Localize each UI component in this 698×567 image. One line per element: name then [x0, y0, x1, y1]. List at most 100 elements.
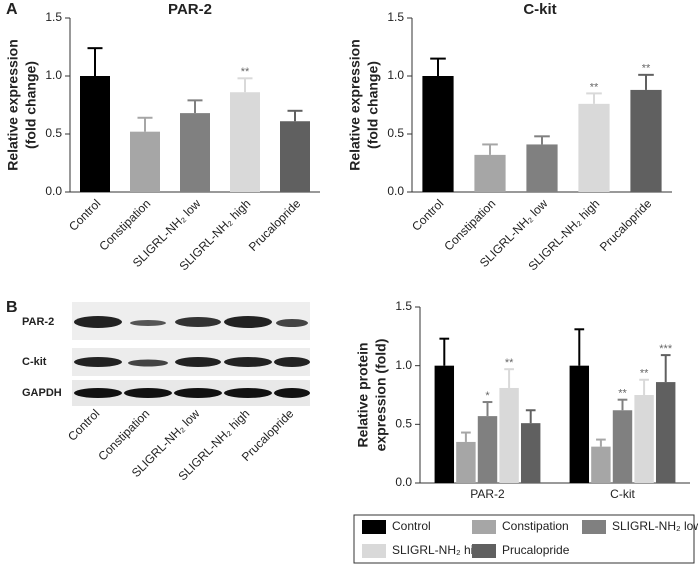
- error-bar: [482, 143, 498, 155]
- panel-label: A: [6, 1, 18, 18]
- band: [74, 316, 122, 328]
- bar: [578, 103, 610, 192]
- bar: [520, 423, 541, 483]
- y-axis-label: Relative protein: [355, 342, 371, 447]
- legend-swatch: [362, 544, 386, 558]
- chart-title: PAR-2: [168, 1, 212, 18]
- bar: [591, 446, 611, 483]
- band: [128, 359, 168, 367]
- band: [224, 388, 272, 398]
- bar: [230, 92, 260, 192]
- error-bar: [525, 409, 536, 424]
- blot-lane-label: Control: [65, 406, 102, 443]
- error-bar: [439, 337, 450, 366]
- legend-swatch: [362, 520, 386, 534]
- error-bar: [504, 368, 514, 388]
- y-tick-label: 1.5: [395, 299, 412, 313]
- x-tick-label: Constipation: [441, 196, 498, 253]
- legend-swatch: [582, 520, 606, 534]
- bar: [180, 113, 210, 192]
- bar: [474, 154, 506, 192]
- bar: [634, 395, 654, 483]
- bar: [655, 382, 676, 483]
- band: [224, 357, 272, 367]
- chart-title: C-kit: [523, 1, 556, 18]
- legend-label: SLIGRL-NH₂ low: [612, 519, 698, 533]
- western-blot: [72, 302, 310, 406]
- error-bar: [639, 378, 649, 395]
- bar: [569, 365, 590, 483]
- y-tick-label: 1.5: [387, 10, 404, 24]
- error-bar: [87, 47, 103, 76]
- band: [74, 357, 122, 367]
- error-bar: [638, 73, 654, 90]
- error-bar: [534, 135, 550, 145]
- significance: ***: [659, 343, 673, 355]
- band: [124, 388, 172, 398]
- significance: **: [590, 81, 599, 93]
- x-tick-label: Control: [66, 196, 103, 233]
- y-tick-label: 0.5: [45, 126, 62, 140]
- bar: [130, 131, 160, 192]
- significance: *: [485, 390, 490, 402]
- error-bar: [574, 328, 585, 366]
- band: [174, 388, 222, 398]
- significance: **: [618, 388, 627, 400]
- bar: [456, 441, 476, 483]
- legend-swatch: [472, 544, 496, 558]
- y-tick-label: 0.5: [395, 417, 412, 431]
- y-axis-label: expression (fold): [373, 339, 389, 452]
- x-tick-label: PAR-2: [470, 487, 505, 501]
- legend-label: Constipation: [502, 519, 569, 533]
- band: [274, 388, 310, 398]
- y-tick-label: 0.0: [45, 184, 62, 198]
- y-tick-label: 0.0: [395, 475, 412, 489]
- error-bar: [187, 99, 203, 114]
- blot-row-label: C-kit: [22, 356, 47, 368]
- legend-label: SLIGRL-NH₂ high: [392, 543, 487, 557]
- bar: [612, 410, 633, 483]
- significance: **: [241, 66, 250, 78]
- y-tick-label: 1.0: [45, 68, 62, 82]
- error-bar: [287, 109, 303, 122]
- error-bar: [660, 354, 671, 383]
- error-bar: [586, 92, 602, 104]
- error-bar: [137, 116, 153, 132]
- bar: [630, 89, 662, 192]
- band: [175, 317, 221, 327]
- bar: [499, 387, 519, 483]
- y-axis-label: Relative expression: [347, 39, 363, 171]
- band: [274, 357, 310, 367]
- error-bar: [430, 57, 446, 76]
- y-axis-label: (fold change): [365, 61, 381, 149]
- band: [224, 316, 272, 328]
- bar: [80, 76, 110, 192]
- band: [130, 320, 166, 326]
- x-tick-label: Prucalopride: [597, 196, 655, 254]
- y-tick-label: 1.0: [387, 68, 404, 82]
- x-tick-label: Prucalopride: [246, 196, 304, 254]
- error-bar: [482, 401, 493, 417]
- y-axis-label: Relative expression: [5, 39, 21, 171]
- bar: [422, 76, 454, 192]
- blot-row-label: GAPDH: [22, 387, 62, 399]
- y-tick-label: 1.5: [45, 10, 62, 24]
- band: [175, 357, 221, 367]
- error-bar: [617, 398, 628, 411]
- legend-box: [353, 514, 695, 564]
- bar: [477, 416, 498, 483]
- significance: **: [640, 368, 649, 380]
- error-bar: [596, 438, 606, 447]
- panel-label: B: [6, 299, 18, 316]
- x-tick-label: C-kit: [610, 487, 635, 501]
- significance: **: [505, 357, 514, 369]
- error-bar: [461, 431, 471, 442]
- y-axis-label: (fold change): [23, 61, 39, 149]
- x-tick-label: Control: [409, 196, 446, 233]
- bar: [280, 121, 310, 192]
- bar: [526, 144, 558, 192]
- significance: **: [642, 63, 651, 75]
- y-tick-label: 0.0: [387, 184, 404, 198]
- error-bar: [237, 77, 253, 93]
